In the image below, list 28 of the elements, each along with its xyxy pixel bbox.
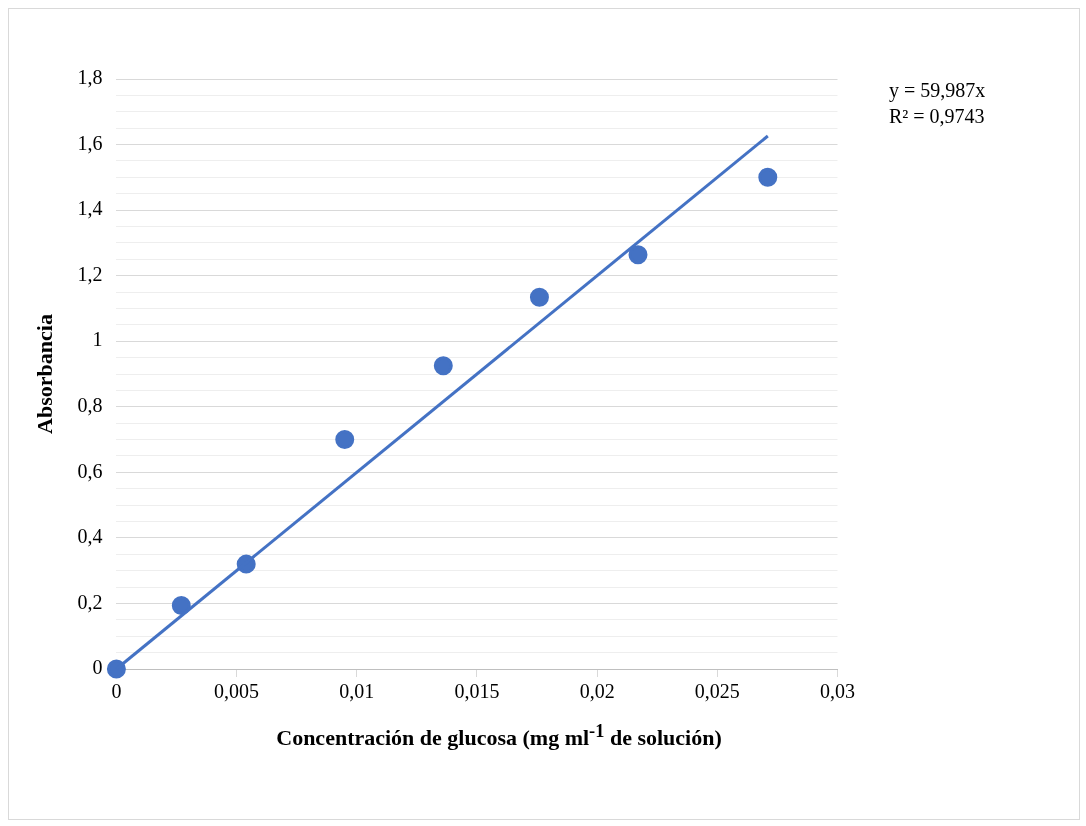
text: y = 59,987x [889, 78, 986, 103]
y-tick-label: 0,2 [77, 590, 103, 613]
point [433, 356, 453, 376]
y-tick-label: 1,2 [77, 262, 103, 285]
y-tick-label: 0,8 [77, 394, 103, 417]
y-tick-label: 1,8 [77, 66, 103, 89]
point [758, 167, 778, 187]
point [171, 595, 191, 615]
x-tick-label: 0,005 [214, 680, 260, 703]
x-tick-label: 0 [111, 680, 122, 703]
x-tick-label: 0,02 [579, 680, 615, 703]
point [628, 245, 648, 265]
y-tick-label: 1,6 [77, 131, 103, 154]
x-axis-title: Concentración de glucosa (mg ml$^{-1}$ de solución) [275, 721, 723, 752]
text: R² = 0,9743 [889, 104, 986, 129]
y-axis-title: Absorbancia [31, 314, 57, 434]
x-tick-label: 0,03 [820, 680, 855, 703]
y-tick-label: 0,6 [77, 459, 103, 482]
point [529, 287, 549, 307]
point [106, 659, 126, 679]
x-tick-label: 0,025 [694, 680, 740, 703]
x-tick-label: 0,01 [339, 680, 375, 703]
x-tick-label: 0,015 [454, 680, 500, 703]
y-tick-label: 0 [92, 656, 103, 679]
point [335, 430, 355, 450]
y-tick-label: 0,4 [77, 525, 103, 548]
y-tick-label: 1 [92, 328, 103, 351]
y-tick-label: 1,4 [77, 197, 103, 220]
